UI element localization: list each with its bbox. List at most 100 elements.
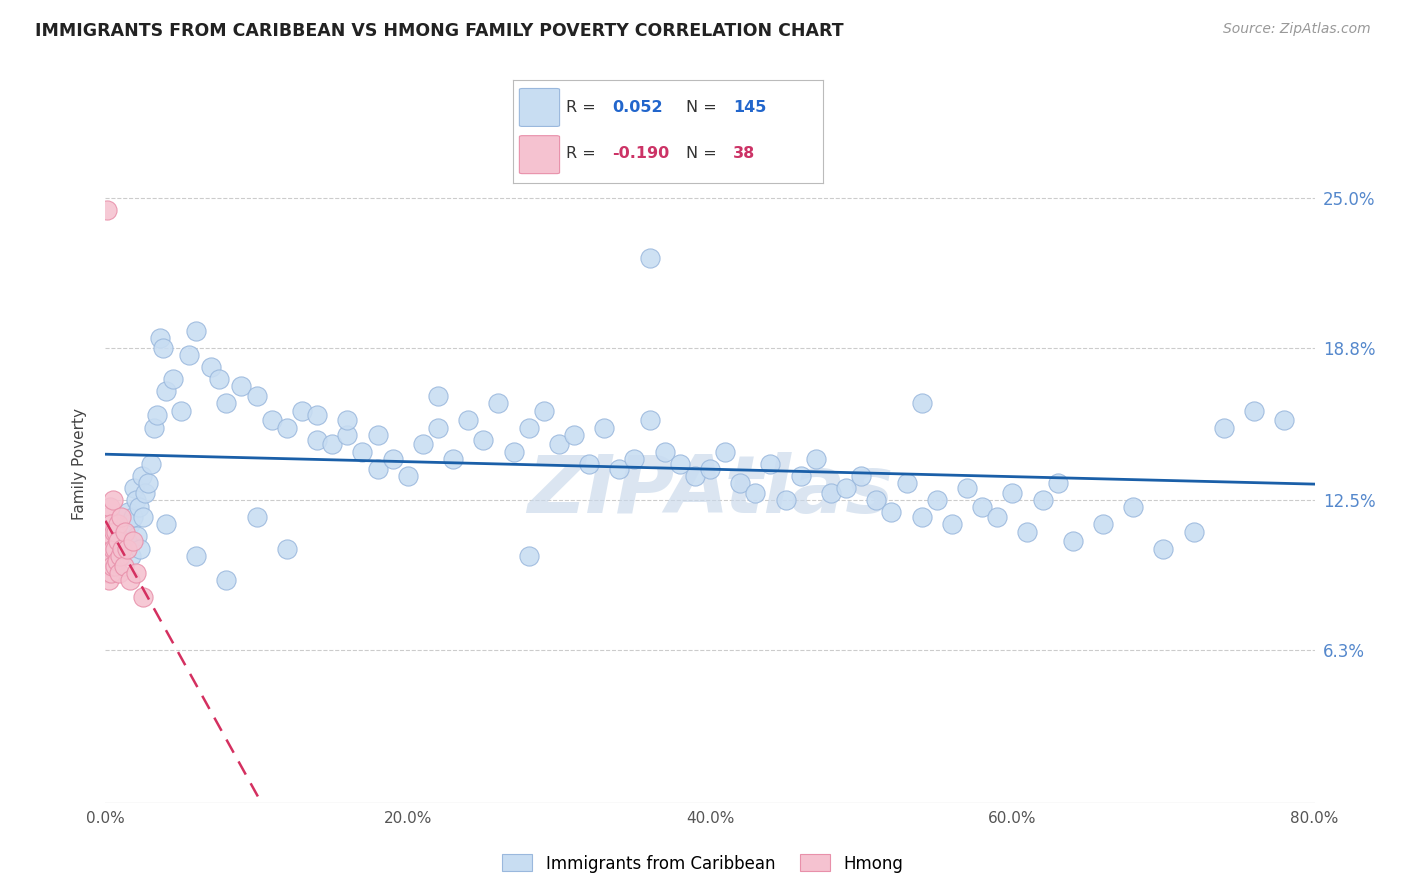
Text: 145: 145 [733, 100, 766, 115]
Point [623, 452, 645, 467]
Point [502, 444, 524, 458]
Text: R =: R = [565, 100, 596, 115]
Point [441, 452, 464, 467]
Point [107, 534, 129, 549]
Point [427, 389, 450, 403]
Point [155, 384, 177, 399]
Text: ZIPAtlas: ZIPAtlas [527, 452, 893, 530]
Point [714, 444, 737, 458]
Point [517, 420, 540, 434]
Point [1017, 524, 1039, 539]
Point [1122, 500, 1144, 515]
Point [1032, 493, 1054, 508]
Point [246, 510, 269, 524]
Point [336, 427, 359, 442]
Point [110, 541, 132, 556]
Point [654, 444, 676, 458]
Point [128, 500, 150, 515]
Point [101, 541, 124, 556]
Point [986, 510, 1008, 524]
Point [533, 403, 555, 417]
Point [155, 517, 177, 532]
Point [114, 524, 136, 539]
Point [820, 486, 842, 500]
Point [699, 461, 721, 475]
Point [152, 341, 174, 355]
Point [97, 534, 120, 549]
Text: N =: N = [686, 146, 717, 161]
Point [1092, 517, 1115, 532]
Point [1153, 541, 1175, 556]
Point [103, 541, 125, 556]
Text: 38: 38 [733, 146, 755, 161]
Point [260, 413, 283, 427]
Point [865, 493, 887, 508]
Point [101, 558, 124, 573]
Legend: Immigrants from Caribbean, Hmong: Immigrants from Caribbean, Hmong [496, 847, 910, 880]
Point [548, 437, 571, 451]
Point [162, 372, 184, 386]
Point [100, 517, 122, 532]
Point [956, 481, 979, 495]
Point [98, 534, 121, 549]
Point [127, 529, 149, 543]
Point [98, 500, 121, 515]
Point [132, 590, 155, 604]
Text: R =: R = [565, 146, 596, 161]
Point [276, 541, 298, 556]
Point [122, 481, 145, 495]
FancyBboxPatch shape [519, 136, 560, 174]
Point [103, 524, 125, 539]
Point [208, 372, 231, 386]
Point [110, 510, 132, 524]
Point [97, 510, 120, 524]
Point [562, 427, 585, 442]
Point [121, 534, 143, 549]
Point [105, 524, 128, 539]
Text: Source: ZipAtlas.com: Source: ZipAtlas.com [1223, 22, 1371, 37]
Point [136, 476, 159, 491]
Point [101, 493, 124, 508]
Point [911, 510, 934, 524]
Point [1213, 420, 1236, 434]
Point [107, 529, 129, 543]
Point [880, 505, 903, 519]
Y-axis label: Family Poverty: Family Poverty [72, 408, 87, 520]
Text: N =: N = [686, 100, 717, 115]
Point [1001, 486, 1024, 500]
Point [131, 469, 153, 483]
Point [593, 420, 616, 434]
Point [231, 379, 253, 393]
Point [352, 444, 374, 458]
Point [790, 469, 813, 483]
Point [804, 452, 827, 467]
Point [925, 493, 948, 508]
Point [97, 566, 120, 580]
Text: 0.052: 0.052 [612, 100, 662, 115]
Point [108, 549, 131, 563]
FancyBboxPatch shape [519, 88, 560, 127]
Point [129, 541, 152, 556]
Point [367, 461, 389, 475]
Point [412, 437, 434, 451]
Point [146, 409, 169, 423]
Point [775, 493, 797, 508]
Point [517, 549, 540, 563]
Point [186, 549, 208, 563]
Point [96, 558, 118, 573]
Point [105, 554, 128, 568]
Point [149, 331, 172, 345]
Point [849, 469, 872, 483]
Point [609, 461, 631, 475]
Point [107, 517, 129, 532]
Point [367, 427, 389, 442]
Point [472, 433, 495, 447]
Point [96, 202, 118, 217]
Point [121, 510, 143, 524]
Point [100, 566, 122, 580]
Point [96, 554, 118, 568]
Point [170, 403, 193, 417]
Point [396, 469, 419, 483]
Point [1046, 476, 1069, 491]
Point [638, 413, 661, 427]
